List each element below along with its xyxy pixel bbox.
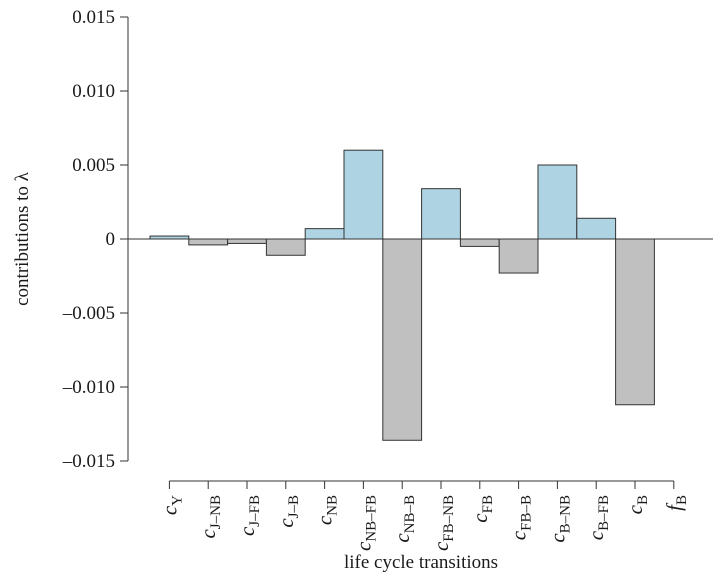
y-tick-label: –0.005	[62, 303, 115, 324]
y-tick-label: 0.010	[72, 81, 115, 102]
y-axis-title: contributions to λ	[12, 171, 33, 306]
bar	[615, 238, 655, 406]
bar	[382, 238, 423, 441]
x-tick-label: fB	[662, 495, 690, 511]
x-tick-label: cJ–FB	[235, 495, 263, 536]
y-axis: 0.015 0.010 0.005 0 –0.005 –0.010 –0.015	[62, 7, 129, 472]
bar	[421, 188, 461, 240]
y-tick-label: –0.010	[62, 377, 115, 398]
x-tick-label: cB–FB	[584, 495, 612, 540]
x-tick-label: cNB	[313, 495, 341, 525]
bar	[343, 149, 384, 240]
bar	[227, 238, 267, 244]
bars	[149, 149, 655, 441]
x-tick-label: cJ–B	[274, 495, 302, 528]
bar	[459, 238, 500, 247]
x-tick-label: cNB–B	[390, 495, 418, 543]
x-tick-label: cJ–NB	[196, 495, 224, 539]
bar	[498, 238, 539, 274]
y-tick-label: –0.015	[62, 451, 115, 472]
bar	[304, 228, 345, 240]
x-tick-label: cFB–B	[507, 495, 535, 540]
y-tick-label: 0.005	[72, 155, 115, 176]
x-tick-label: cFB	[468, 495, 496, 523]
x-tick-label: cB	[623, 495, 651, 514]
y-tick-label: 0	[106, 229, 116, 250]
x-tick-label: cFB–NB	[429, 495, 457, 551]
y-tick-label: 0.015	[72, 7, 115, 28]
bar	[188, 238, 229, 246]
x-axis: cY cJ–NB cJ–FB cJ–B cNB cNB–FB cNB–B cFB–NB cFB c…	[157, 480, 690, 551]
x-tick-label: cB–NB	[545, 495, 573, 543]
x-axis-title: life cycle transitions	[344, 552, 498, 573]
bar	[576, 217, 617, 240]
x-tick-label: cNB–FB	[351, 495, 379, 551]
bar	[537, 164, 578, 240]
x-tick-label: cY	[157, 495, 185, 515]
bar	[265, 238, 306, 256]
